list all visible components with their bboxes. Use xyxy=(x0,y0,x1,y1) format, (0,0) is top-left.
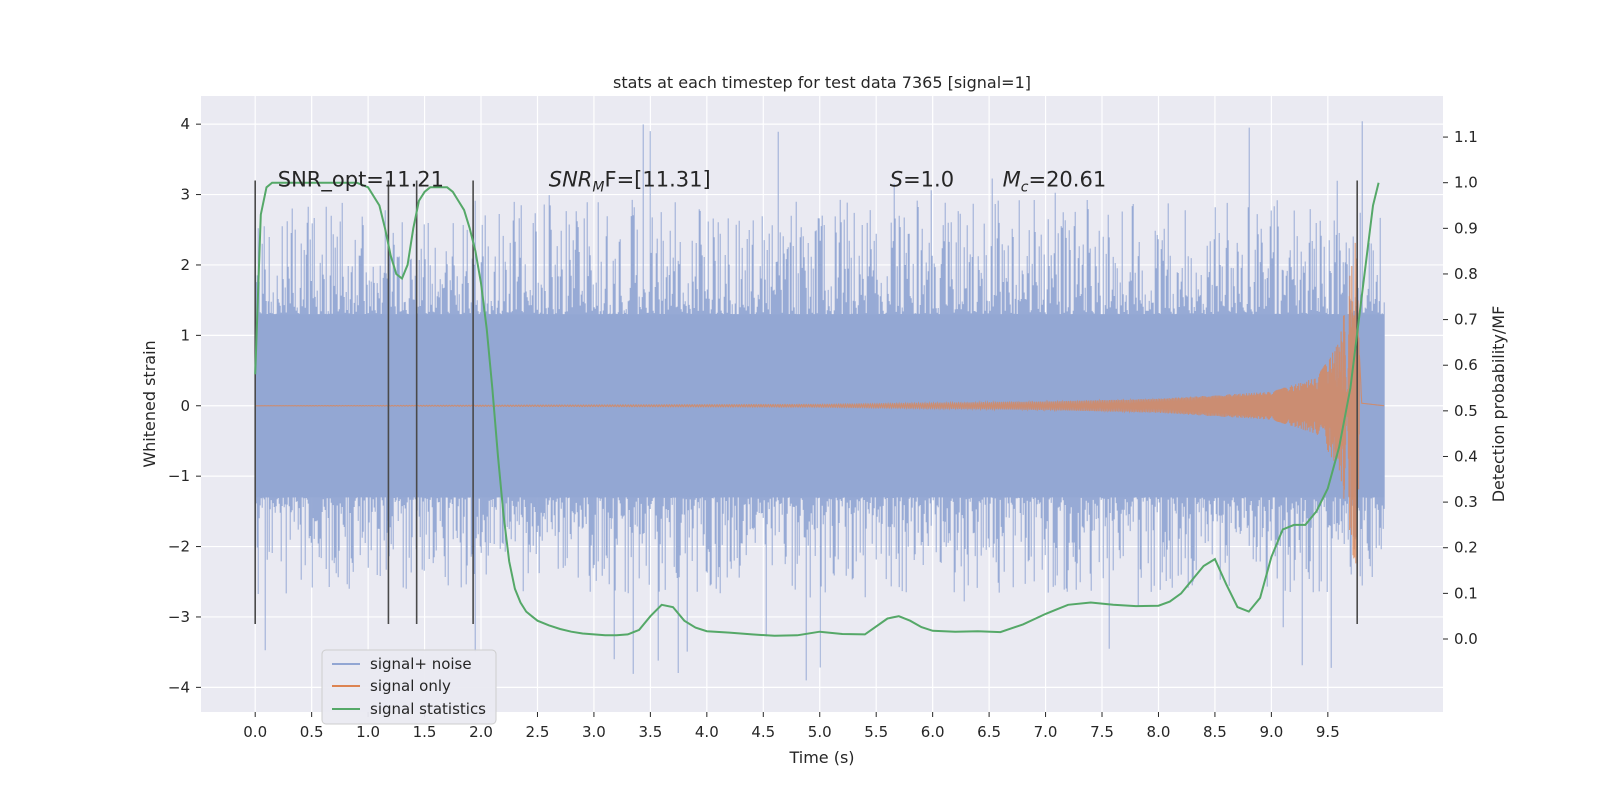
x-tick-label: 3.0 xyxy=(582,723,606,741)
y2-tick-label: 0.3 xyxy=(1454,493,1478,511)
annotation: Mc=20.61 xyxy=(1003,167,1107,195)
legend-label-signal-noise: signal+ noise xyxy=(370,655,472,673)
annotation-value: =1.0 xyxy=(903,167,954,191)
annotation-value: =20.61 xyxy=(1028,167,1106,191)
y2-tick-label: 0.1 xyxy=(1454,584,1478,602)
y2-tick-label: 0.9 xyxy=(1454,219,1478,237)
y-tick-label: 3 xyxy=(180,186,190,204)
y2-axis-ticks: 0.0 0.1 0.2 0.3 0.4 0.5 0.6 0.7 0.8 0.9 1.0 1.1 xyxy=(1443,128,1478,648)
x-tick-label: 2.0 xyxy=(469,723,493,741)
x-tick-label: 3.5 xyxy=(638,723,662,741)
x-tick-label: 5.5 xyxy=(864,723,888,741)
x-tick-label: 6.5 xyxy=(977,723,1001,741)
legend-box xyxy=(321,649,497,725)
y-tick-label: 0 xyxy=(180,397,190,415)
chirp-line xyxy=(255,242,1384,564)
chart-title: stats at each timestep for test data 736… xyxy=(613,73,1031,92)
y-axis-ticks: −4 −3 −2 −1 0 1 2 3 4 xyxy=(168,115,201,696)
x-tick-label: 4.0 xyxy=(695,723,719,741)
annotation: SNRMF=[11.31] xyxy=(549,167,711,195)
annotation-subscript: c xyxy=(1021,179,1029,195)
x-tick-label: 0.5 xyxy=(300,723,324,741)
y-tick-label: −1 xyxy=(168,467,190,485)
y2-axis-label: Detection probability/MF xyxy=(1489,306,1508,503)
x-tick-label: 1.5 xyxy=(413,723,437,741)
annotation-symbol: SNR xyxy=(549,167,593,191)
y2-tick-label: 0.2 xyxy=(1454,539,1478,557)
x-tick-label: 1.0 xyxy=(356,723,380,741)
y-tick-label: −2 xyxy=(168,538,190,556)
x-axis-label: Time (s) xyxy=(788,748,854,767)
x-tick-label: 9.0 xyxy=(1259,723,1283,741)
y2-tick-label: 1.0 xyxy=(1454,174,1478,192)
annotation-subscript: M xyxy=(592,179,604,195)
y-tick-label: 2 xyxy=(180,256,190,274)
x-tick-label: 0.0 xyxy=(243,723,267,741)
y2-tick-label: 0.6 xyxy=(1454,356,1478,374)
annotation: S=1.0 xyxy=(890,167,954,191)
y-axis-label: Whitened strain xyxy=(140,340,159,467)
x-tick-label: 5.0 xyxy=(808,723,832,741)
x-tick-label: 7.0 xyxy=(1034,723,1058,741)
annotation-symbol: M xyxy=(1003,167,1021,191)
statistics-line xyxy=(254,181,1380,637)
legend-label-signal-only: signal only xyxy=(370,677,451,695)
x-tick-label: 9.5 xyxy=(1316,723,1340,741)
annotation-value: F=[11.31] xyxy=(604,167,710,191)
x-tick-label: 2.5 xyxy=(526,723,550,741)
x-axis-ticks: 0.0 0.5 1.0 1.5 2.0 2.5 3.0 3.5 4.0 4.5 5.0 5.5 6.0 6… xyxy=(243,712,1340,741)
annotations: SNR_opt=11.21 SNRMF=[11.31] S=1.0 Mc=20.61 xyxy=(278,167,1106,195)
x-tick-label: 4.5 xyxy=(751,723,775,741)
y2-tick-label: 0.7 xyxy=(1454,311,1478,329)
annotation: SNR_opt=11.21 xyxy=(278,167,444,192)
x-tick-label: 8.0 xyxy=(1147,723,1171,741)
x-tick-label: 8.5 xyxy=(1203,723,1227,741)
y-tick-label: −3 xyxy=(168,608,190,626)
y2-tick-label: 1.1 xyxy=(1454,128,1478,146)
x-tick-label: 6.0 xyxy=(921,723,945,741)
vertical-markers xyxy=(254,180,1358,624)
y-tick-label: 1 xyxy=(180,326,190,344)
y2-tick-label: 0.0 xyxy=(1454,630,1478,648)
y2-tick-label: 0.5 xyxy=(1454,402,1478,420)
series-signal-only xyxy=(255,242,1384,564)
y2-tick-label: 0.8 xyxy=(1454,265,1478,283)
x-tick-label: 7.5 xyxy=(1090,723,1114,741)
y-tick-label: 4 xyxy=(180,115,190,133)
legend-label-signal-statistics: signal statistics xyxy=(370,700,486,718)
series-signal-statistics xyxy=(254,181,1380,637)
legend: signal+ noise signal only signal statist… xyxy=(321,649,497,725)
y2-tick-label: 0.4 xyxy=(1454,447,1478,465)
y-tick-label: −4 xyxy=(168,678,190,696)
annotation-symbol: S xyxy=(890,167,903,191)
